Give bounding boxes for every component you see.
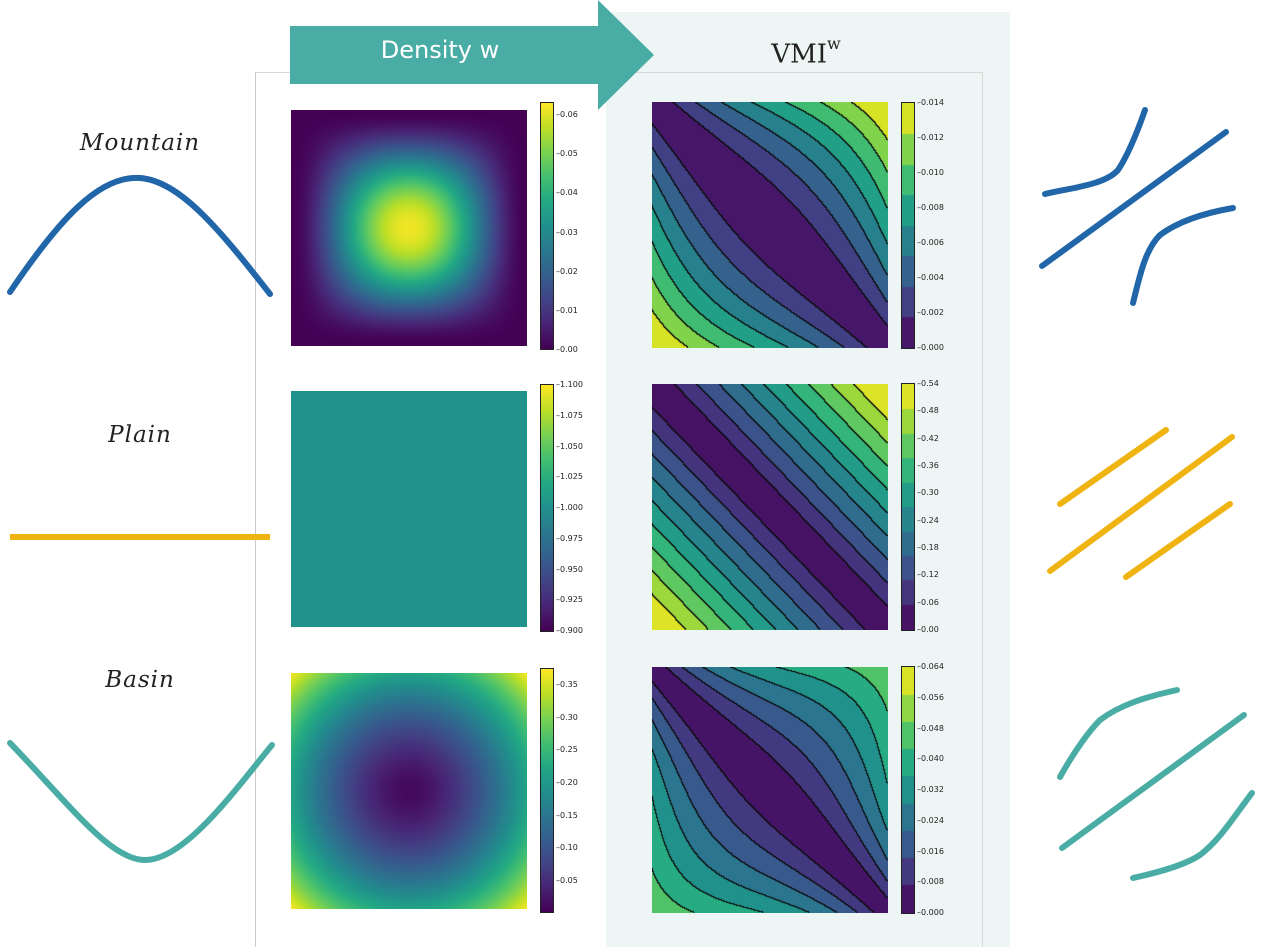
colorbar-tick-label: –0.01 — [556, 305, 578, 315]
colorbar-tick-label: –0.925 — [556, 595, 583, 605]
terrain-label-mountain: Mountain — [79, 130, 201, 156]
contour-icons — [1039, 107, 1255, 881]
colorbar-tick-label: –0.006 — [917, 238, 944, 247]
colorbar-tick-label: –0.20 — [556, 778, 578, 787]
colorbar-tick-label: –0.30 — [917, 488, 939, 498]
colorbar-tick-label: –0.10 — [556, 843, 578, 853]
colorbar-tick-label: –0.05 — [556, 876, 578, 885]
colorbar-tick-label: –0.06 — [556, 110, 578, 119]
colorbar-vmi-mountain — [901, 102, 915, 349]
colorbar-tick-label: –0.48 — [917, 406, 939, 416]
vmi-contour-plain — [652, 384, 888, 630]
colorbar-tick-label: –0.25 — [556, 745, 578, 755]
density-heatmap-basin — [291, 673, 527, 909]
colorbar-tick-label: –0.950 — [556, 564, 583, 574]
colorbar-tick-label: –0.016 — [917, 846, 944, 856]
colorbar-tick-label: –0.004 — [917, 273, 944, 282]
colorbar-tick-label: –0.36 — [917, 461, 939, 470]
colorbar-tick-label: –0.18 — [917, 543, 939, 552]
colorbar-tick-label: –1.000 — [556, 503, 583, 512]
colorbar-tick-label: –0.014 — [917, 98, 944, 107]
mountain-curve — [7, 174, 273, 297]
colorbar-tick-label: –0.30 — [556, 712, 578, 722]
colorbar-tick-label: –0.900 — [556, 626, 583, 635]
colorbar-tick-label: –0.00 — [556, 345, 578, 354]
colorbar-tick-label: –0.03 — [556, 227, 578, 237]
colorbar-tick-label: –0.04 — [556, 188, 578, 198]
colorbar-tick-label: –1.025 — [556, 472, 583, 482]
colorbar-tick-label: –0.000 — [917, 908, 944, 917]
colorbar-tick-label: –0.05 — [556, 149, 578, 159]
basin-contour-icon — [1057, 687, 1255, 881]
colorbar-tick-label: –1.050 — [556, 441, 583, 451]
plain-contour-icon — [1047, 427, 1235, 580]
colorbar-tick-label: –0.008 — [917, 877, 944, 887]
density-heatmap-plain — [291, 391, 527, 627]
colorbar-density-mountain — [540, 102, 554, 350]
colorbar-tick-label: –0.975 — [556, 533, 583, 543]
density-heatmap-mountain — [291, 110, 527, 346]
colorbar-tick-label: –0.00 — [917, 625, 939, 634]
colorbar-density-basin — [540, 668, 554, 913]
colorbar-tick-label: –0.35 — [556, 680, 578, 689]
colorbar-tick-label: –0.42 — [917, 433, 939, 443]
colorbar-tick-label: –0.040 — [917, 754, 944, 764]
colorbar-tick-label: –0.06 — [917, 597, 939, 607]
colorbar-tick-label: –0.012 — [917, 133, 944, 142]
terrain-label-plain: Plain — [108, 422, 172, 448]
vmi-label: VMIw — [771, 34, 841, 70]
colorbar-vmi-basin — [901, 666, 915, 914]
colorbar-tick-label: –0.02 — [556, 266, 578, 276]
colorbar-tick-label: –0.064 — [917, 662, 944, 671]
colorbar-tick-label: –1.075 — [556, 410, 583, 420]
colorbar-tick-label: –0.15 — [556, 810, 578, 820]
mountain-contour-icon — [1039, 107, 1236, 306]
colorbar-tick-label: –0.24 — [917, 515, 939, 525]
density-arrow — [290, 0, 654, 110]
basin-curve — [7, 740, 275, 864]
colorbar-tick-label: –0.12 — [917, 570, 939, 580]
colorbar-density-plain — [540, 384, 554, 632]
colorbar-tick-label: –0.048 — [917, 723, 944, 733]
colorbar-vmi-plain — [901, 383, 915, 631]
vmi-contour-mountain — [652, 102, 888, 348]
colorbar-tick-label: –0.010 — [917, 168, 944, 177]
colorbar-tick-label: –0.002 — [917, 308, 944, 317]
terrain-curves — [7, 174, 275, 864]
colorbar-tick-label: –0.024 — [917, 815, 944, 825]
vmi-contour-basin — [652, 667, 888, 913]
colorbar-tick-label: –1.100 — [556, 380, 583, 389]
colorbar-tick-label: –0.056 — [917, 692, 944, 702]
terrain-label-basin: Basin — [105, 667, 175, 693]
density-label: Density w — [380, 36, 500, 64]
colorbar-tick-label: –0.54 — [917, 379, 939, 388]
colorbar-tick-label: –0.032 — [917, 785, 944, 794]
colorbar-tick-label: –0.008 — [917, 203, 944, 212]
colorbar-tick-label: –0.000 — [917, 343, 944, 352]
